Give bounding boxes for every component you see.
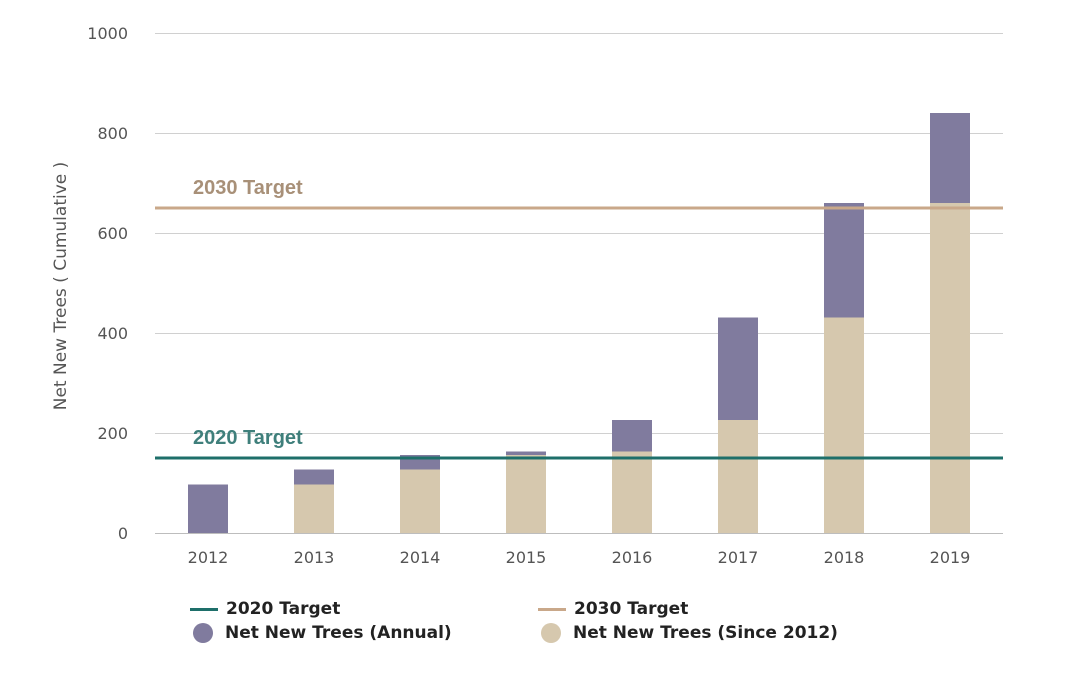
bar-segment bbox=[506, 451, 546, 455]
legend-item-2020-target: 2020 Target bbox=[190, 598, 340, 620]
bar-segment bbox=[612, 420, 652, 452]
legend-label-2020-target: 2020 Target bbox=[226, 599, 341, 619]
y-tick-label: 1000 bbox=[87, 24, 128, 43]
legend: 2020 Target 2030 Target Net New Trees (A… bbox=[0, 598, 1077, 658]
bar-segment bbox=[824, 317, 864, 533]
x-tick-label: 2016 bbox=[612, 548, 653, 567]
legend-swatch-annual bbox=[193, 623, 213, 643]
x-tick-label: 2015 bbox=[506, 548, 547, 567]
x-tick-label: 2013 bbox=[294, 548, 335, 567]
bar-segment bbox=[612, 451, 652, 533]
legend-swatch-2030-target bbox=[538, 607, 566, 611]
x-tick-label: 2018 bbox=[824, 548, 865, 567]
legend-swatch-since-2012 bbox=[541, 623, 561, 643]
bar-segment bbox=[400, 469, 440, 533]
legend-label-2030-target: 2030 Target bbox=[574, 599, 689, 619]
legend-swatch-2020-target bbox=[190, 607, 218, 611]
legend-item-2030-target: 2030 Target bbox=[538, 598, 688, 620]
bar-segment bbox=[294, 484, 334, 533]
bar-segment bbox=[824, 203, 864, 318]
legend-item-since-2012: Net New Trees (Since 2012) bbox=[539, 622, 838, 644]
x-tick-label: 2012 bbox=[188, 548, 229, 567]
bar-segment bbox=[930, 203, 970, 533]
y-tick-label: 0 bbox=[118, 524, 128, 543]
grid-lines bbox=[155, 33, 1003, 534]
bar-segment bbox=[718, 317, 758, 420]
y-tick-label: 200 bbox=[97, 424, 128, 443]
x-tick-label: 2019 bbox=[930, 548, 971, 567]
legend-label-annual: Net New Trees (Annual) bbox=[225, 623, 452, 643]
target-label: 2020 Target bbox=[193, 427, 303, 449]
bar-segment bbox=[930, 113, 970, 203]
y-tick-label: 800 bbox=[97, 124, 128, 143]
legend-label-since-2012: Net New Trees (Since 2012) bbox=[573, 623, 838, 643]
target-label: 2030 Target bbox=[193, 177, 303, 199]
x-tick-label: 2014 bbox=[400, 548, 441, 567]
bars bbox=[188, 113, 970, 533]
y-tick-label: 600 bbox=[97, 224, 128, 243]
bar-segment bbox=[718, 420, 758, 533]
y-axis-ticks: 0 200 400 600 800 1000 bbox=[87, 24, 128, 543]
y-axis-label: Net New Trees ( Cumulative ) bbox=[51, 162, 71, 411]
bar-segment bbox=[188, 484, 228, 533]
bar-segment bbox=[506, 455, 546, 533]
legend-item-annual: Net New Trees (Annual) bbox=[191, 622, 452, 644]
x-axis-ticks: 2012 2013 2014 2015 2016 2017 2018 2019 bbox=[188, 548, 971, 567]
target-lines: 2020 Target 2030 Target bbox=[155, 177, 1003, 460]
x-tick-label: 2017 bbox=[718, 548, 759, 567]
y-tick-label: 400 bbox=[97, 324, 128, 343]
bar-segment bbox=[294, 469, 334, 485]
